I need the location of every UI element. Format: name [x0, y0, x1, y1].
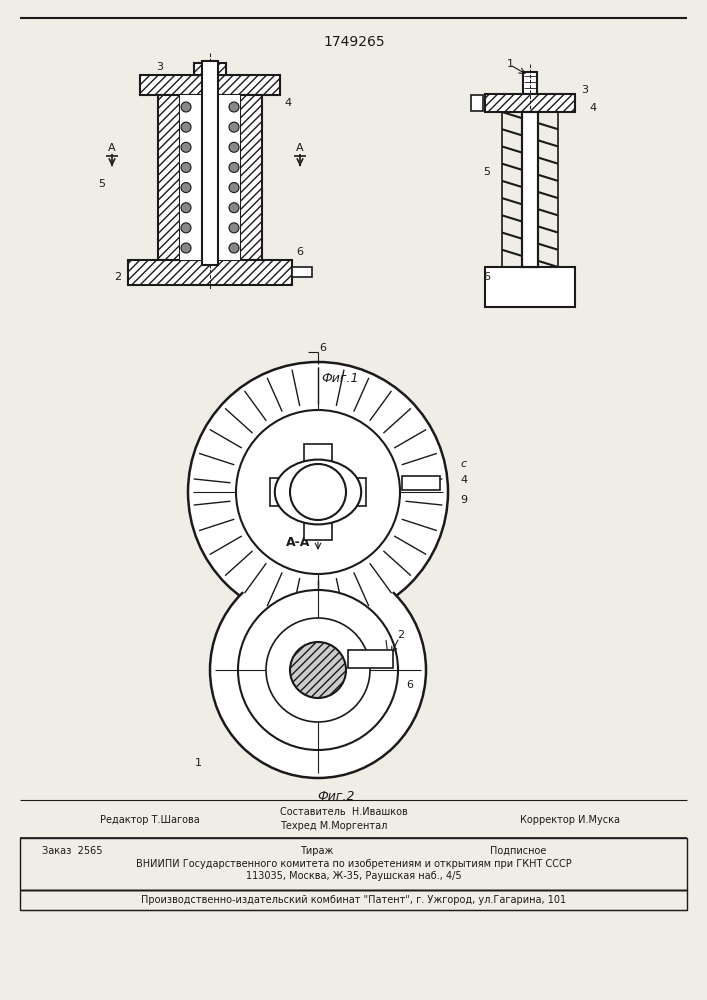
Text: Фиг.1: Фиг.1: [321, 371, 358, 384]
Circle shape: [229, 142, 239, 152]
Circle shape: [181, 142, 191, 152]
Circle shape: [181, 203, 191, 213]
Bar: [180, 95, 240, 260]
Bar: [304, 444, 332, 540]
Circle shape: [229, 183, 239, 193]
Text: 3: 3: [156, 62, 163, 72]
Text: ВНИИПИ Государственного комитета по изобретениям и открытиям при ГКНТ СССР: ВНИИПИ Государственного комитета по изоб…: [136, 859, 572, 869]
Bar: [20, 838, 687, 890]
Text: Производственно-издательский комбинат "Патент", г. Ужгород, ул.Гагарина, 101: Производственно-издательский комбинат "П…: [141, 895, 566, 905]
Circle shape: [229, 243, 239, 253]
Text: 1749265: 1749265: [323, 35, 385, 49]
Circle shape: [181, 102, 191, 112]
Text: Подписное: Подписное: [490, 846, 547, 856]
Circle shape: [229, 223, 239, 233]
Bar: [292, 267, 312, 277]
Text: 2: 2: [115, 272, 122, 282]
Circle shape: [266, 618, 370, 722]
Bar: [471, 95, 483, 111]
Polygon shape: [158, 95, 180, 260]
Text: 113035, Москва, Ж-35, Раушская наб., 4/5: 113035, Москва, Ж-35, Раушская наб., 4/5: [246, 871, 462, 881]
Polygon shape: [194, 63, 226, 75]
Text: Корректор И.Муска: Корректор И.Муска: [520, 815, 620, 825]
Polygon shape: [128, 260, 292, 285]
Bar: [522, 112, 538, 267]
Text: 7: 7: [329, 660, 337, 670]
Text: 5: 5: [98, 179, 105, 189]
Text: 5: 5: [484, 167, 491, 177]
Text: 6: 6: [407, 680, 414, 690]
Circle shape: [236, 410, 400, 574]
Polygon shape: [240, 95, 262, 260]
Circle shape: [229, 122, 239, 132]
Text: 9: 9: [460, 495, 467, 505]
Circle shape: [181, 162, 191, 172]
Text: Заказ  2565: Заказ 2565: [42, 846, 103, 856]
Bar: [270, 478, 366, 506]
Bar: [348, 650, 393, 668]
Text: Редактор Т.Шагова: Редактор Т.Шагова: [100, 815, 200, 825]
Text: 6: 6: [320, 343, 327, 353]
Polygon shape: [140, 75, 280, 95]
Circle shape: [229, 102, 239, 112]
Circle shape: [188, 362, 448, 622]
Circle shape: [290, 464, 346, 520]
Text: А: А: [108, 143, 116, 153]
Bar: [202, 61, 218, 265]
Bar: [402, 476, 440, 490]
Circle shape: [210, 562, 426, 778]
Ellipse shape: [275, 460, 361, 524]
Text: Техред М.Моргентал: Техред М.Моргентал: [280, 821, 387, 831]
Text: Тираж: Тираж: [300, 846, 334, 856]
Circle shape: [229, 203, 239, 213]
Circle shape: [229, 162, 239, 172]
Text: 4: 4: [284, 98, 291, 108]
Circle shape: [238, 590, 398, 750]
Text: Составитель  Н.Ивашков: Составитель Н.Ивашков: [280, 807, 408, 817]
Text: А: А: [296, 143, 304, 153]
Bar: [485, 267, 575, 307]
Bar: [485, 94, 575, 112]
Circle shape: [181, 183, 191, 193]
Circle shape: [290, 642, 346, 698]
Text: 4: 4: [460, 475, 467, 485]
Text: 4: 4: [590, 103, 597, 113]
Text: 1: 1: [194, 758, 201, 768]
Text: А-А: А-А: [286, 536, 310, 548]
Text: с: с: [461, 459, 467, 469]
Text: 3: 3: [581, 85, 588, 95]
Circle shape: [181, 223, 191, 233]
Circle shape: [181, 122, 191, 132]
Text: 1: 1: [506, 59, 513, 69]
Text: 6: 6: [484, 272, 491, 282]
Text: 6: 6: [296, 247, 303, 257]
Circle shape: [181, 243, 191, 253]
Text: 2: 2: [397, 630, 404, 640]
Text: Фиг.2: Фиг.2: [317, 790, 355, 802]
Bar: [523, 72, 537, 94]
Circle shape: [193, 367, 443, 617]
Bar: [20, 890, 687, 910]
Bar: [522, 112, 538, 267]
